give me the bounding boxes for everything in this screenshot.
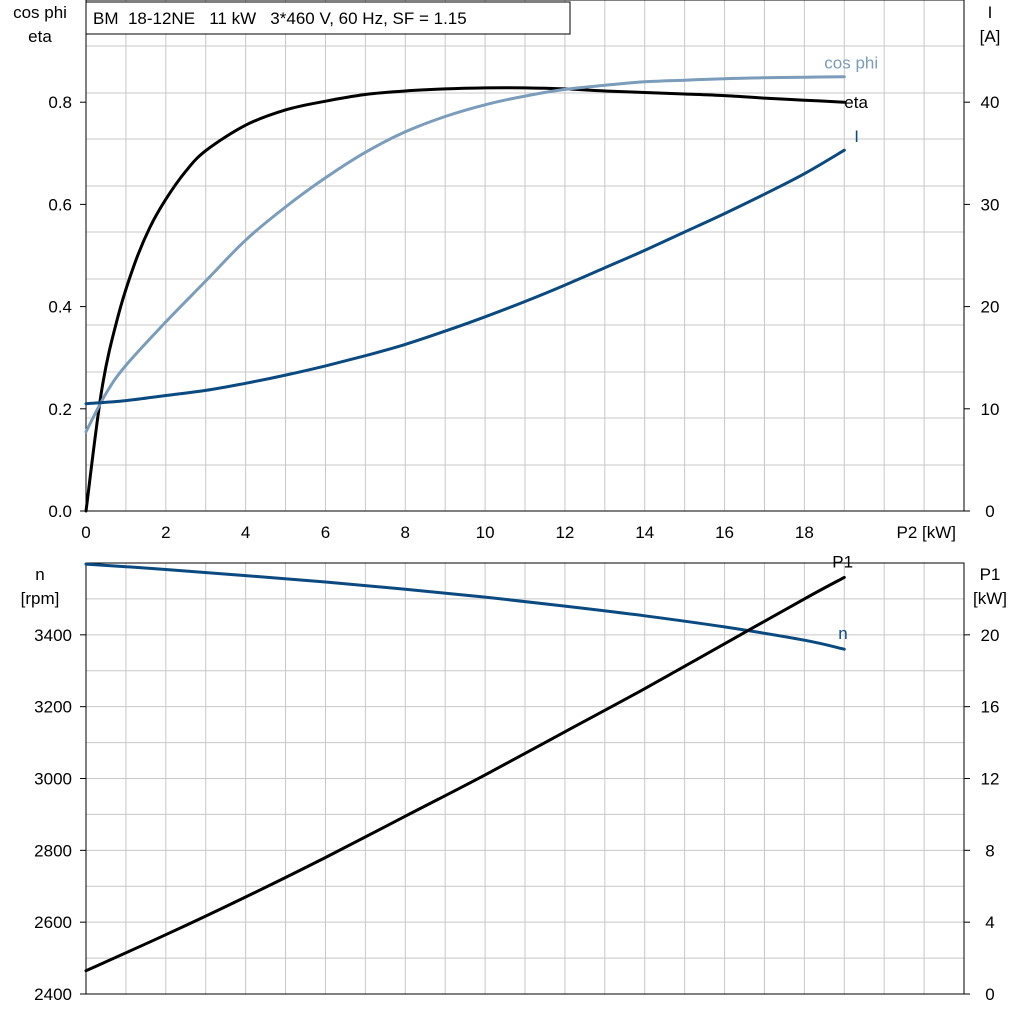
y-right-tick-label: 30 bbox=[981, 195, 1000, 214]
y-left-tick-label: 3200 bbox=[34, 698, 72, 717]
x-tick-label: 10 bbox=[476, 523, 495, 542]
series-label-n: n bbox=[838, 624, 847, 643]
y-right-tick-label: 40 bbox=[981, 93, 1000, 112]
y-left-tick-label: 3000 bbox=[34, 770, 72, 789]
y-right-tick-label: 20 bbox=[981, 626, 1000, 645]
y-left-tick-label: 0.8 bbox=[48, 93, 72, 112]
series-line-i bbox=[84, 148, 846, 406]
series-label-eta: eta bbox=[844, 93, 868, 112]
x-tick-label: 18 bbox=[795, 523, 814, 542]
x-tick-label: 4 bbox=[241, 523, 250, 542]
y-right-axis-label: I bbox=[988, 3, 993, 22]
series-line-eta bbox=[84, 86, 846, 513]
y-left-tick-label: 0.4 bbox=[48, 298, 72, 317]
y-right-axis-label: [kW] bbox=[973, 589, 1007, 608]
chart-title-box: BM 18-12NE 11 kW 3*460 V, 60 Hz, SF = 1.… bbox=[85, 1, 571, 35]
plot-frame bbox=[85, 0, 965, 512]
y-right-tick-label: 16 bbox=[981, 698, 1000, 717]
x-tick-label: 14 bbox=[635, 523, 654, 542]
x-tick-label: 2 bbox=[161, 523, 170, 542]
y-right-tick-label: 10 bbox=[981, 400, 1000, 419]
y-left-tick-label: 2600 bbox=[34, 913, 72, 932]
series-label-cos-phi: cos phi bbox=[824, 54, 878, 73]
y-left-axis-label: cos phi bbox=[13, 3, 67, 22]
series-label-i: I bbox=[854, 127, 859, 146]
y-left-tick-label: 3400 bbox=[34, 626, 72, 645]
y-right-tick-label: 12 bbox=[981, 770, 1000, 789]
series-line-p1 bbox=[84, 575, 846, 973]
y-left-tick-label: 0.0 bbox=[48, 502, 72, 521]
y-right-tick-label: 0 bbox=[985, 985, 994, 1004]
y-left-axis-label: [rpm] bbox=[21, 589, 60, 608]
chart-title: BM 18-12NE 11 kW 3*460 V, 60 Hz, SF = 1.… bbox=[93, 9, 467, 28]
y-left-axis-label: eta bbox=[28, 27, 52, 46]
x-tick-label: 12 bbox=[555, 523, 574, 542]
x-tick-label: 16 bbox=[715, 523, 734, 542]
x-tick-label: 6 bbox=[321, 523, 330, 542]
y-right-tick-label: 8 bbox=[985, 841, 994, 860]
x-axis-label: P2 [kW] bbox=[896, 523, 956, 542]
y-right-tick-label: 20 bbox=[981, 298, 1000, 317]
x-tick-label: 0 bbox=[81, 523, 90, 542]
y-right-tick-label: 0 bbox=[985, 502, 994, 521]
series-line-n bbox=[84, 562, 846, 651]
series-line-cos-phi bbox=[84, 75, 846, 434]
lower-panel: 2400 2600 2800 3000 3200 3400 0 4 8 12 16 20 n [rpm] P… bbox=[21, 552, 1007, 1004]
y-left-tick-label: 2400 bbox=[34, 985, 72, 1004]
y-right-axis-label: [A] bbox=[980, 27, 1001, 46]
y-left-axis-label: n bbox=[35, 565, 44, 584]
y-left-tick-label: 2800 bbox=[34, 841, 72, 860]
y-left-tick-label: 0.6 bbox=[48, 195, 72, 214]
y-left-tick-label: 0.2 bbox=[48, 400, 72, 419]
y-right-tick-label: 4 bbox=[985, 913, 994, 932]
x-tick-label: 8 bbox=[401, 523, 410, 542]
series-label-p1: P1 bbox=[832, 552, 853, 571]
y-right-axis-label: P1 bbox=[980, 565, 1001, 584]
upper-panel: 0 2 4 6 8 10 12 14 16 18 P2 [kW] 0.0 0.2 0.4 0.6 0.8 0 10… bbox=[13, 0, 1000, 542]
